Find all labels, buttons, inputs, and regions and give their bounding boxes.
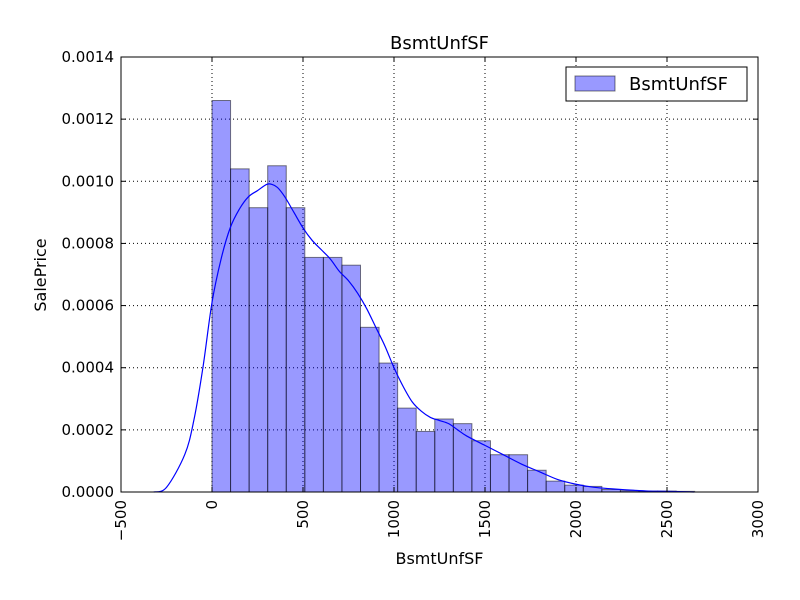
histogram-bar — [230, 168, 250, 493]
x-tick-label: −500 — [112, 500, 130, 541]
y-axis-label: SalePrice — [31, 238, 50, 311]
x-tick-label: 2000 — [567, 500, 585, 538]
histogram-bar — [341, 264, 362, 493]
histogram-bars — [211, 100, 696, 493]
histogram-bar — [248, 207, 269, 493]
histogram-bar — [564, 484, 584, 493]
histogram-bar — [397, 407, 417, 493]
histogram-bar — [211, 100, 232, 493]
kde-curve — [153, 183, 695, 493]
y-tick-label: 0.0008 — [62, 234, 115, 252]
y-tick-label: 0.0012 — [62, 110, 115, 128]
y-tick-label: 0.0004 — [62, 359, 115, 377]
axis-ticks: −500 0 500 1000 1500 2000 2500 3000 0.0000 0.0002… — [62, 48, 768, 541]
x-tick-label: 3000 — [749, 500, 767, 538]
x-tick-label: 0 — [203, 500, 221, 510]
histogram-bar — [322, 256, 343, 493]
legend-label: BsmtUnfSF — [629, 74, 728, 95]
x-tick-label: 1500 — [476, 500, 494, 538]
histogram-bar — [267, 165, 287, 493]
y-tick-label: 0.0014 — [62, 48, 115, 66]
plot-area-frame — [120, 56, 759, 493]
x-tick-label: 2500 — [658, 500, 676, 538]
histogram-bar — [434, 418, 454, 493]
kde-curve-layer — [153, 183, 695, 493]
y-tick-label: 0.0002 — [62, 421, 115, 439]
histogram-bar — [304, 256, 324, 493]
x-axis-label: BsmtUnfSF — [395, 549, 483, 568]
histogram-bar — [285, 207, 306, 493]
histogram-bar — [471, 440, 491, 493]
histogram-bar — [489, 454, 510, 493]
y-tick-label: 0.0006 — [62, 297, 115, 315]
histogram-bar — [360, 326, 380, 493]
legend: BsmtUnfSF — [565, 66, 748, 102]
chart-title: BsmtUnfSF — [390, 33, 489, 54]
x-tick-label: 1000 — [385, 500, 403, 538]
y-tick-label: 0.0000 — [62, 483, 115, 501]
y-tick-label: 0.0010 — [62, 172, 115, 190]
x-tick-label: 500 — [294, 500, 312, 529]
legend-box — [565, 66, 748, 102]
histogram-bar — [508, 454, 529, 493]
histogram-bar — [545, 480, 566, 493]
legend-swatch — [574, 75, 616, 92]
histogram-bar — [378, 362, 399, 493]
histogram-bar — [415, 430, 436, 493]
